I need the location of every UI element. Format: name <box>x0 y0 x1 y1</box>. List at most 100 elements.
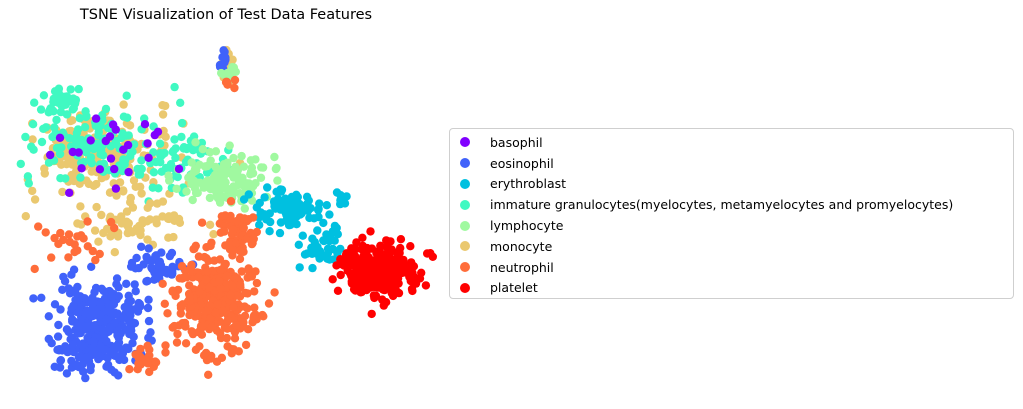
scatter-point <box>168 286 177 295</box>
scatter-point <box>111 184 121 193</box>
scatter-point <box>225 141 234 150</box>
scatter-point <box>74 352 84 362</box>
scatter-point <box>302 249 312 258</box>
legend-label: eosinophil <box>490 155 554 171</box>
scatter-point <box>89 144 98 154</box>
scatter-point <box>313 226 322 235</box>
scatter-point <box>298 231 307 240</box>
scatter-point <box>41 228 50 237</box>
scatter-point <box>239 223 248 233</box>
scatter-point <box>161 132 170 141</box>
scatter-point <box>112 274 122 283</box>
scatter-point <box>219 46 228 55</box>
scatter-point <box>240 311 250 321</box>
scatter-point <box>94 237 103 246</box>
scatter-point <box>216 265 225 275</box>
scatter-point <box>124 167 133 177</box>
scatter-point <box>204 370 213 379</box>
scatter-point <box>328 275 337 284</box>
scatter-point <box>361 273 370 282</box>
scatter-point <box>202 254 211 263</box>
scatter-point <box>256 173 266 182</box>
scatter-point <box>72 360 81 369</box>
scatter-point <box>216 284 225 293</box>
scatter-point <box>144 316 154 326</box>
scatter-point <box>210 256 219 265</box>
scatter-point <box>152 251 161 260</box>
scatter-point <box>56 305 65 314</box>
scatter-point <box>81 148 91 157</box>
scatter-point <box>281 194 290 203</box>
scatter-point <box>128 228 137 237</box>
scatter-point <box>215 276 224 286</box>
scatter-point <box>197 330 207 339</box>
scatter-point <box>206 354 216 363</box>
scatter-point <box>149 148 158 157</box>
scatter-point <box>79 367 88 376</box>
scatter-point <box>137 189 146 198</box>
scatter-point <box>111 139 121 149</box>
scatter-point <box>28 120 38 129</box>
legend-label: monocyte <box>490 238 553 254</box>
legend-label: neutrophil <box>490 259 554 275</box>
scatter-point <box>191 241 200 250</box>
scatter-point <box>120 303 129 312</box>
scatter-point <box>86 366 95 375</box>
scatter-point <box>67 270 76 279</box>
scatter-point <box>220 227 229 236</box>
scatter-point <box>223 342 232 351</box>
scatter-point <box>83 306 92 315</box>
scatter-point <box>229 246 238 255</box>
scatter-point <box>55 133 65 142</box>
legend-marker <box>460 220 470 231</box>
scatter-point <box>34 222 43 231</box>
scatter-point <box>40 169 49 178</box>
scatter-point <box>251 179 260 188</box>
scatter-point <box>110 229 119 239</box>
scatter-point <box>74 295 83 304</box>
scatter-point <box>240 214 249 223</box>
scatter-point <box>143 139 152 148</box>
scatter-point <box>110 368 119 377</box>
scatter-point <box>161 341 170 350</box>
scatter-point <box>96 299 105 308</box>
scatter-point <box>70 317 79 326</box>
scatter-point <box>65 134 74 143</box>
scatter-point <box>226 290 235 300</box>
scatter-point <box>88 344 98 353</box>
legend-marker <box>460 282 470 293</box>
scatter-point <box>293 203 302 213</box>
chart-title: TSNE Visualization of Test Data Features <box>79 7 373 23</box>
scatter-point <box>246 156 256 165</box>
scatter-point <box>185 296 195 306</box>
scatter-point <box>178 300 187 309</box>
legend-marker <box>460 137 470 148</box>
scatter-point <box>84 179 94 189</box>
scatter-point <box>213 185 222 194</box>
scatter-point <box>121 156 130 165</box>
scatter-point <box>115 178 125 187</box>
scatter-point <box>85 297 95 306</box>
scatter-point <box>87 262 96 271</box>
scatter-point <box>55 345 64 354</box>
scatter-point <box>73 232 82 241</box>
scatter-point <box>133 307 143 316</box>
scatter-point <box>229 63 238 72</box>
scatter-point <box>96 150 105 159</box>
legend-item: neutrophil <box>460 257 1013 278</box>
scatter-point <box>77 164 86 173</box>
scatter-point <box>391 285 400 295</box>
scatter-point <box>24 179 33 188</box>
scatter-point <box>376 253 385 262</box>
scatter-point <box>230 83 239 93</box>
scatter-point <box>110 248 120 257</box>
scatter-point <box>302 192 312 201</box>
scatter-point <box>276 218 286 227</box>
scatter-point <box>64 230 74 239</box>
scatter-point <box>239 162 249 171</box>
scatter-point <box>221 211 230 220</box>
scatter-point <box>171 171 180 180</box>
scatter-point <box>286 211 295 220</box>
scatter-point <box>142 217 152 226</box>
scatter-point <box>75 179 84 188</box>
